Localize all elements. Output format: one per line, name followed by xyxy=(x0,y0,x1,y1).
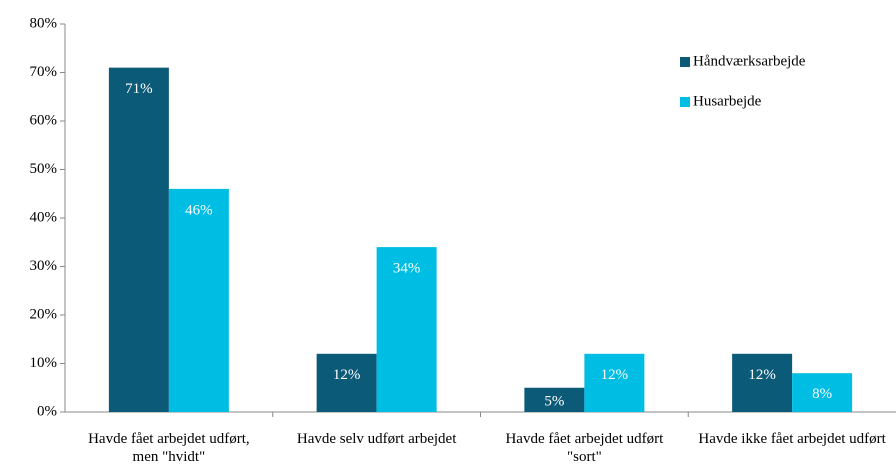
x-tick-line: Havde selv udført arbejdet xyxy=(297,431,457,447)
y-tick-label: 60% xyxy=(30,112,58,128)
bar xyxy=(732,353,793,412)
data-label: 5% xyxy=(544,393,564,409)
bar xyxy=(524,387,585,412)
data-label: 12% xyxy=(333,367,361,383)
x-tick-label: Havde selv udført arbejdet xyxy=(297,431,457,447)
legend-swatch xyxy=(680,97,690,107)
bar xyxy=(792,373,853,412)
x-tick-label: Havde fået arbejdet udført "sort" xyxy=(505,431,664,464)
x-tick-label: Havde fået arbejdet udført, men "hvidt" xyxy=(88,431,250,464)
data-label: 46% xyxy=(185,202,213,218)
x-tick-line: men "hvidt" xyxy=(133,449,206,464)
legend-label: Håndværksarbejde xyxy=(693,53,806,69)
y-tick-label: 70% xyxy=(30,64,58,80)
y-tick-label: 0% xyxy=(37,403,57,419)
bar xyxy=(168,188,229,412)
legend-label: Husarbejde xyxy=(693,93,762,109)
x-tick-line: Havde fået arbejdet udført xyxy=(505,431,664,447)
data-label: 71% xyxy=(125,81,153,97)
bar xyxy=(108,67,169,413)
data-label: 34% xyxy=(393,261,421,277)
data-label: 12% xyxy=(748,367,776,383)
data-label: 8% xyxy=(812,386,832,402)
y-tick-label: 30% xyxy=(30,258,58,274)
data-label: 12% xyxy=(601,367,629,383)
x-tick-label: Havde ikke fået arbejdet udført xyxy=(698,431,886,447)
bar xyxy=(376,247,437,412)
bar xyxy=(584,353,645,412)
bar xyxy=(316,353,377,412)
y-tick-label: 80% xyxy=(30,15,58,31)
x-tick-line: "sort" xyxy=(567,449,602,464)
x-tick-line: Havde ikke fået arbejdet udført xyxy=(698,431,886,447)
x-tick-line: Havde fået arbejdet udført, xyxy=(88,431,250,447)
y-tick-label: 40% xyxy=(30,209,58,225)
legend-swatch xyxy=(680,57,690,67)
y-tick-label: 50% xyxy=(30,161,58,177)
y-tick-label: 10% xyxy=(30,355,58,371)
y-tick-label: 20% xyxy=(30,306,58,322)
